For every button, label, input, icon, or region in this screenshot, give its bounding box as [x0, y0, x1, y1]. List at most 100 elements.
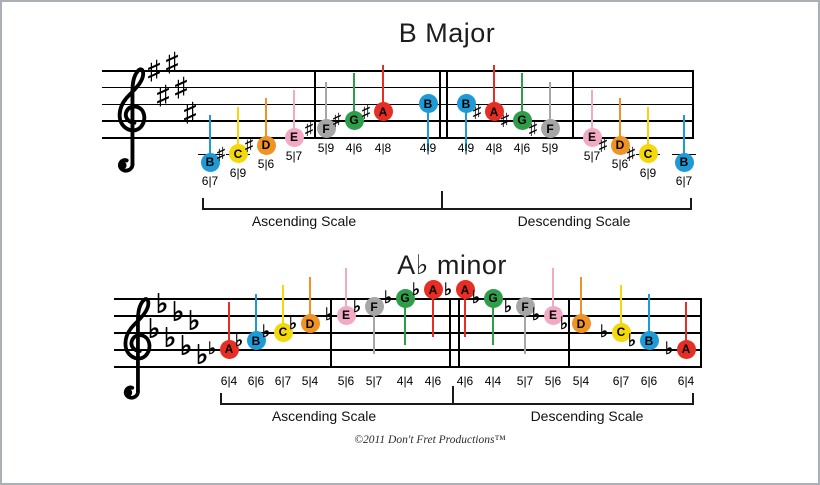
fret-label: 5|6	[337, 374, 355, 388]
fret-label: 4|4	[396, 374, 414, 388]
note-accidental-sharp-icon: ♯	[216, 143, 226, 163]
note-accidental-flat-icon: ♭	[324, 305, 334, 324]
fret-label: 6|6	[247, 374, 265, 388]
note-accidental-sharp-icon: ♯	[332, 110, 342, 130]
ascending-scale-label: Ascending Scale	[271, 408, 377, 424]
note-circle: B	[674, 152, 694, 172]
staff-line	[102, 137, 692, 139]
note-circle: F	[515, 297, 535, 316]
note-stem	[618, 98, 622, 146]
copyright-text: ©2011 Don't Fret Productions™	[354, 434, 506, 446]
note-circle: A	[455, 280, 475, 299]
note-stem	[426, 103, 430, 151]
fret-label: 5|9	[541, 141, 559, 155]
note-accidental-sharp-icon: ♯	[528, 118, 538, 138]
fret-label: 5|6	[611, 157, 629, 172]
note-circle: A	[423, 280, 443, 299]
note-circle: A	[219, 339, 239, 359]
fret-label: 5|7	[583, 149, 601, 164]
key-signature-flat-icon: ♭	[163, 321, 177, 352]
note-stem	[619, 285, 623, 332]
note-stem	[520, 73, 524, 121]
fret-label: 6|6	[640, 374, 658, 388]
note-accidental-flat-icon: ♭	[261, 322, 271, 341]
note-circle: G	[512, 110, 532, 130]
fret-label: 5|4	[301, 374, 319, 388]
bracket-tick-right	[690, 198, 692, 209]
note-stem	[264, 98, 268, 146]
fret-label: 4|6	[424, 374, 442, 388]
key-signature-sharp-icon: ♯	[147, 54, 161, 85]
bracket-line	[202, 208, 692, 210]
staff-line	[102, 70, 692, 72]
key-signature-flat-icon: ♭	[195, 338, 209, 369]
staff-line	[102, 86, 692, 89]
fret-label: 6|7	[612, 374, 630, 388]
fret-label: 5|7	[516, 374, 534, 388]
fret-label: 6|7	[274, 374, 292, 388]
fret-label: 5|9	[317, 141, 335, 155]
note-circle: E	[543, 305, 563, 325]
note-circle: C	[638, 144, 658, 164]
note-stem	[292, 90, 296, 138]
fret-label: 4|9	[457, 141, 475, 155]
bracket-tick-right	[692, 393, 694, 404]
note-accidental-flat-icon: ♭	[352, 296, 362, 316]
fret-label: 4|4	[484, 374, 502, 388]
fret-label: 4|6	[513, 141, 531, 155]
note-stem	[254, 293, 258, 341]
key-signature-sharp-icon: ♯	[165, 46, 179, 77]
scale-title-ab-minor: A♭ minor	[397, 250, 507, 280]
fret-label: 5|7	[285, 149, 303, 164]
fret-label: 6|4	[220, 374, 238, 388]
note-stem	[492, 64, 496, 112]
note-circle: F	[540, 119, 560, 139]
note-accidental-flat-icon: ♭	[234, 330, 244, 350]
note-accidental-flat-icon: ♭	[599, 322, 609, 341]
note-accidental-flat-icon: ♭	[664, 339, 674, 358]
note-stem	[381, 64, 385, 112]
note-stem	[431, 289, 435, 337]
note-circle: B	[418, 94, 438, 114]
note-circle: B	[639, 331, 659, 350]
note-circle: C	[611, 322, 631, 342]
note-circle: F	[364, 297, 384, 316]
note-accidental-sharp-icon: ♯	[598, 135, 608, 155]
key-signature-flat-icon: ♭	[171, 296, 185, 327]
barline	[700, 298, 702, 368]
note-stem	[227, 302, 231, 349]
key-signature-flat-icon: ♭	[147, 313, 161, 344]
note-accidental-sharp-icon: ♯	[244, 135, 254, 155]
note-accidental-sharp-icon: ♯	[361, 101, 371, 121]
staff-line	[102, 103, 692, 106]
note-stem	[464, 103, 468, 151]
note-stem	[491, 298, 495, 345]
note-circle: B	[200, 152, 220, 172]
note-stem	[463, 289, 467, 337]
bracket-tick-left	[202, 198, 204, 209]
barline	[692, 70, 694, 139]
barline	[314, 70, 316, 139]
note-circle: D	[610, 135, 630, 155]
note-stem	[324, 81, 328, 129]
fret-label: 4|8	[485, 141, 503, 155]
note-stem	[647, 293, 651, 341]
bracket-tick-center	[441, 191, 443, 209]
key-signature-flat-icon: ♭	[187, 304, 201, 335]
note-circle: B	[246, 331, 266, 350]
treble-clef-icon	[112, 58, 151, 179]
fret-label: 6|9	[229, 165, 247, 180]
key-signature-sharp-icon: ♯	[174, 71, 188, 102]
barline	[446, 70, 448, 139]
note-stem	[523, 306, 527, 354]
descending-scale-label: Descending Scale	[530, 408, 644, 424]
note-stem	[372, 306, 376, 354]
fret-label: 6|7	[675, 174, 693, 189]
note-accidental-flat-icon: ♭	[383, 288, 393, 307]
note-stem	[308, 276, 312, 324]
ascending-scale-label: Ascending Scale	[251, 213, 357, 229]
note-circle: F	[316, 119, 336, 139]
note-circle: G	[483, 288, 503, 308]
note-circle: G	[344, 110, 364, 130]
